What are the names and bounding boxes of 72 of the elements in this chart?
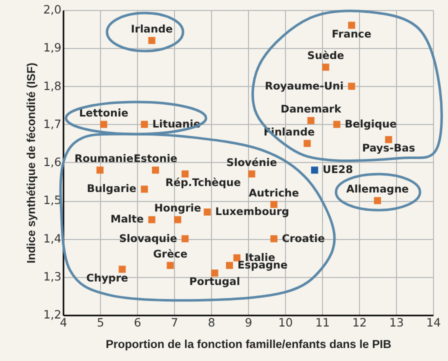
point: [307, 117, 314, 124]
x-tick-label: 9: [244, 316, 252, 330]
series-label: Bulgarie: [86, 183, 136, 196]
series-label: Estonie: [134, 153, 178, 166]
x-tick-label: 4: [60, 316, 68, 330]
series-label: Hongrie: [154, 202, 202, 215]
series-label: Portugal: [189, 276, 240, 288]
point: [211, 270, 218, 277]
x-tick-label: 7: [170, 316, 178, 330]
x-tick-label: 12: [352, 316, 367, 330]
point: [140, 186, 148, 193]
x-tick-label: 10: [278, 316, 293, 330]
point: [148, 216, 156, 224]
y-tick-label: 1,8: [43, 78, 62, 93]
point: [333, 120, 340, 128]
series-label: Rép.Tchèque: [165, 176, 241, 189]
point: [304, 140, 311, 147]
series-label: Royaume-Uni: [264, 80, 344, 92]
x-tick-label: 5: [96, 316, 104, 330]
series-label: Danemark: [280, 104, 342, 116]
x-tick-label: 8: [208, 316, 216, 330]
series-label: Croatie: [282, 232, 325, 245]
y-tick-label: 2,0: [43, 2, 62, 16]
point: [182, 235, 189, 242]
point: [148, 36, 156, 44]
point: [204, 208, 211, 216]
series-label: Belgique: [344, 118, 397, 130]
y-tick-label: 1,9: [43, 40, 62, 55]
y-tick-label: 1,2: [43, 308, 62, 322]
x-tick-label: 13: [389, 316, 404, 330]
point: [248, 170, 256, 178]
x-tick-label: 6: [134, 316, 142, 330]
series-label: Suède: [307, 50, 344, 62]
series-label: Allemagne: [346, 184, 409, 196]
point: [348, 22, 356, 29]
point: [322, 64, 330, 71]
point: [374, 197, 382, 204]
y-axis-title: Indice synthétique de fécondité (ISF): [26, 62, 38, 264]
y-tick-label: 1,7: [43, 116, 62, 131]
x-axis-title: Proportion de la fonction famille/enfants dans le PIB: [106, 339, 392, 351]
series-label: Roumanie: [74, 153, 134, 166]
point: [96, 166, 104, 174]
series-label: Slovénie: [226, 156, 277, 169]
point: [140, 120, 148, 128]
series-label: UE28: [322, 164, 353, 176]
point: [348, 82, 356, 90]
x-tick-label: 11: [315, 316, 330, 330]
series-label: Luxembourg: [215, 206, 290, 218]
x-tick-label: 14: [426, 316, 441, 330]
y-tick-label: 1,3: [43, 269, 62, 284]
point: [182, 170, 189, 178]
series-label: Autriche: [248, 187, 300, 200]
point: [226, 262, 234, 269]
series-label: Lettonie: [79, 107, 128, 120]
y-tick-label: 1,4: [43, 231, 62, 246]
point: [152, 166, 160, 174]
point: [385, 136, 392, 144]
series-label: Grèce: [153, 248, 188, 260]
point: [174, 216, 182, 224]
series-label: Chypre: [86, 272, 128, 284]
y-tick-label: 1,6: [43, 155, 62, 169]
series-label: Slovaquie: [119, 232, 178, 245]
series-label: France: [332, 28, 372, 40]
series-label: Malte: [110, 214, 144, 226]
series-label: Pays-Bas: [362, 142, 416, 155]
point: [311, 166, 318, 174]
point: [233, 254, 240, 262]
point: [166, 262, 174, 269]
point: [270, 235, 278, 242]
series-label: Irlande: [130, 24, 173, 36]
point: [118, 266, 126, 273]
point: [100, 120, 108, 128]
